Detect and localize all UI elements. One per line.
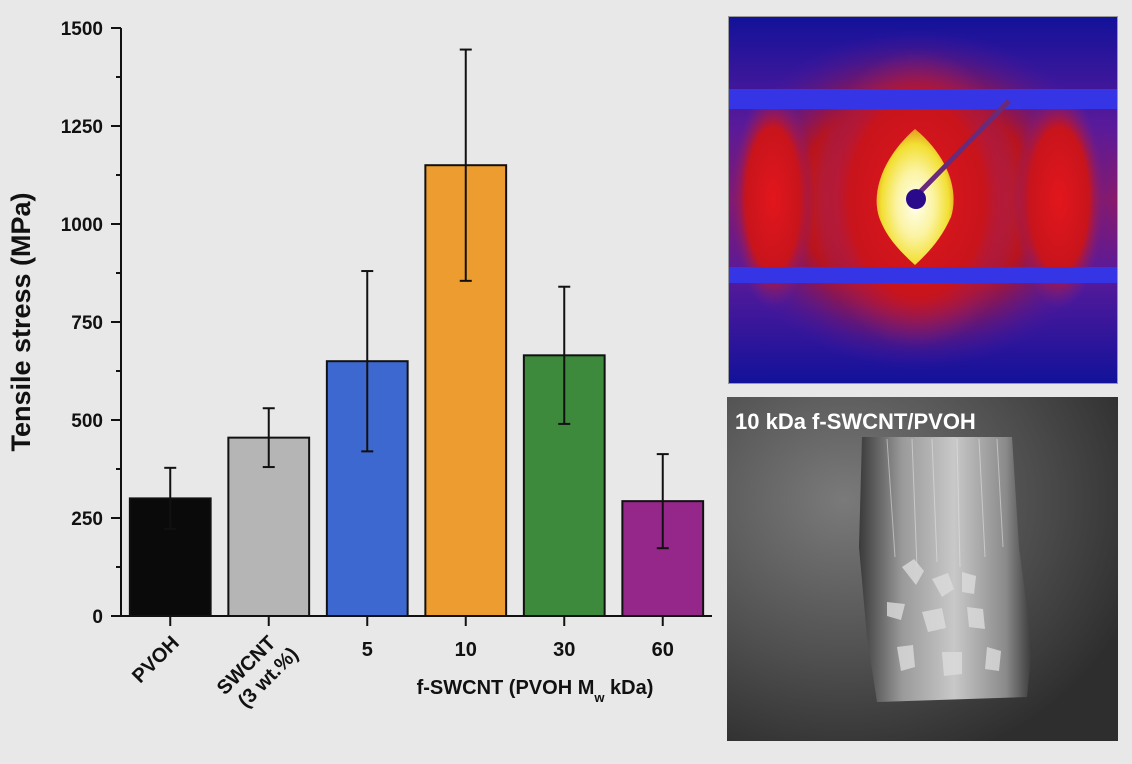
x-group-label-prefix: f-SWCNT (PVOH M: [417, 677, 595, 699]
x-tick-label: 30: [553, 639, 575, 661]
y-tick-label: 250: [71, 509, 103, 530]
x-tick-label: 60: [652, 639, 674, 661]
axis-labels: Tensile stress (MPa) PVOH SWCNT(3 wt.%) 5 10…: [6, 192, 674, 716]
y-tick-label: 500: [71, 411, 103, 432]
x-tick-label: 5: [362, 639, 373, 661]
x-group-label: f-SWCNT (PVOH Mw kDa): [417, 677, 654, 705]
bars: [128, 164, 705, 618]
saxs-pattern-image: [728, 16, 1118, 384]
y-tick-label: 1000: [61, 215, 103, 236]
x-group-label-subscript: w: [593, 690, 605, 705]
y-tick-label: 1250: [61, 117, 103, 138]
y-tick-label: 750: [71, 313, 103, 334]
x-group-label-suffix: kDa): [604, 677, 653, 699]
axes: 0 250 500 750 1000 1250 1500: [61, 19, 712, 628]
x-tick-label: PVOH: [128, 632, 184, 688]
sem-label: 10 kDa f-SWCNT/PVOH: [735, 409, 976, 434]
bar-chart: 0 250 500 750 1000 1250 1500 Tensile stress (M…: [6, 19, 712, 716]
y-tick-label: 1500: [61, 19, 103, 40]
y-tick-label: 0: [92, 607, 103, 628]
error-bars: [164, 48, 669, 550]
x-tick-label: SWCNT(3 wt.%): [213, 626, 303, 716]
sem-image: 10 kDa f-SWCNT/PVOH: [727, 397, 1118, 741]
x-tick-label: 10: [455, 639, 477, 661]
y-axis-title: Tensile stress (MPa): [6, 192, 36, 451]
